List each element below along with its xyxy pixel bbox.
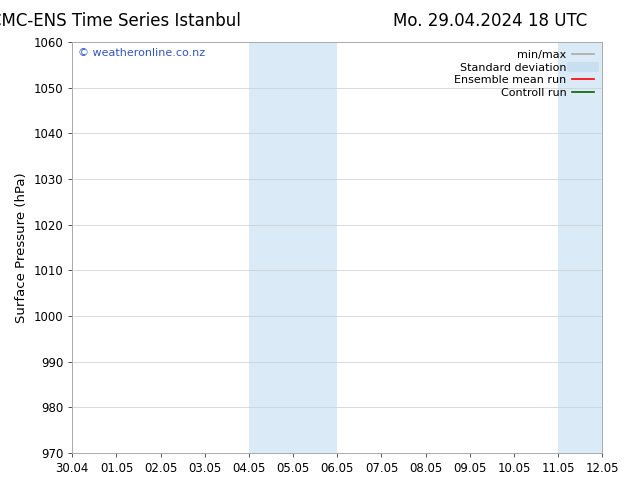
Text: Mo. 29.04.2024 18 UTC: Mo. 29.04.2024 18 UTC [393, 12, 587, 30]
Y-axis label: Surface Pressure (hPa): Surface Pressure (hPa) [15, 172, 28, 323]
Legend: min/max, Standard deviation, Ensemble mean run, Controll run: min/max, Standard deviation, Ensemble me… [452, 48, 597, 100]
Text: CMC-ENS Time Series Istanbul: CMC-ENS Time Series Istanbul [0, 12, 241, 30]
Bar [558, 42, 602, 453]
Bar [249, 42, 337, 453]
Text: © weatheronline.co.nz: © weatheronline.co.nz [77, 48, 205, 58]
